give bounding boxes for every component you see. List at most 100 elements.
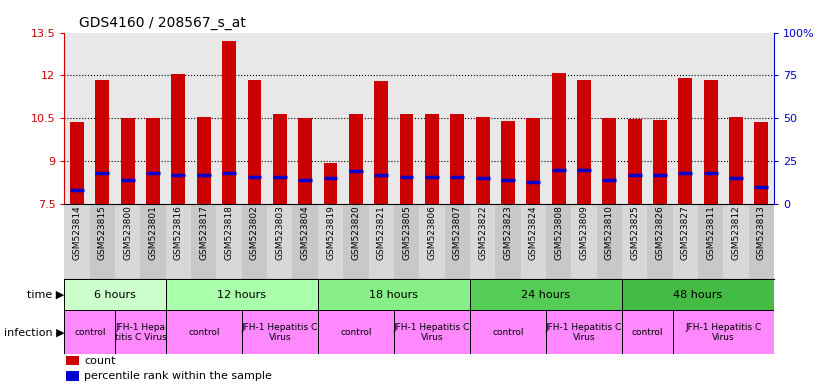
Bar bbox=[318, 310, 394, 354]
Text: GSM523803: GSM523803 bbox=[275, 205, 284, 260]
Bar bbox=[166, 279, 318, 310]
Bar bbox=[191, 204, 216, 279]
Bar bbox=[242, 310, 318, 354]
Text: GSM523826: GSM523826 bbox=[655, 205, 664, 260]
Bar bbox=[520, 204, 546, 279]
Text: GSM523823: GSM523823 bbox=[503, 205, 512, 260]
Text: 18 hours: 18 hours bbox=[369, 290, 418, 300]
Text: infection ▶: infection ▶ bbox=[4, 327, 64, 338]
Bar bbox=[470, 310, 546, 354]
Bar bbox=[394, 204, 420, 279]
Bar bbox=[444, 204, 470, 279]
Bar bbox=[242, 204, 267, 279]
Text: GSM523802: GSM523802 bbox=[250, 205, 259, 260]
Text: control: control bbox=[632, 328, 663, 337]
Bar bbox=[470, 204, 496, 279]
Bar bbox=[343, 204, 368, 279]
Bar bbox=[273, 114, 287, 204]
Text: JFH-1 Hepa
titis C Virus: JFH-1 Hepa titis C Virus bbox=[115, 323, 166, 342]
Text: time ▶: time ▶ bbox=[27, 290, 64, 300]
Bar bbox=[476, 117, 490, 204]
Bar bbox=[672, 204, 698, 279]
Text: GSM523816: GSM523816 bbox=[174, 205, 183, 260]
Bar bbox=[425, 114, 439, 204]
Bar bbox=[672, 310, 774, 354]
Bar bbox=[146, 118, 160, 204]
Text: GSM523805: GSM523805 bbox=[402, 205, 411, 260]
Text: GSM523827: GSM523827 bbox=[681, 205, 690, 260]
Bar bbox=[577, 80, 591, 204]
Text: GSM523804: GSM523804 bbox=[301, 205, 310, 260]
Bar bbox=[622, 204, 648, 279]
Text: GSM523812: GSM523812 bbox=[732, 205, 740, 260]
Text: JFH-1 Hepatitis C
Virus: JFH-1 Hepatitis C Virus bbox=[242, 323, 318, 342]
Bar bbox=[394, 310, 470, 354]
Text: GDS4160 / 208567_s_at: GDS4160 / 208567_s_at bbox=[78, 16, 245, 30]
Bar bbox=[292, 204, 318, 279]
Text: 24 hours: 24 hours bbox=[521, 290, 571, 300]
Text: GSM523813: GSM523813 bbox=[757, 205, 766, 260]
Bar bbox=[140, 204, 166, 279]
Bar bbox=[552, 73, 566, 204]
Bar bbox=[596, 204, 622, 279]
Bar bbox=[648, 204, 672, 279]
Text: percentile rank within the sample: percentile rank within the sample bbox=[84, 371, 273, 381]
Bar bbox=[222, 41, 236, 204]
Bar bbox=[324, 162, 338, 204]
Text: control: control bbox=[188, 328, 220, 337]
Bar bbox=[318, 204, 343, 279]
Bar bbox=[90, 204, 115, 279]
Bar bbox=[420, 204, 444, 279]
Bar bbox=[64, 310, 115, 354]
Bar bbox=[349, 114, 363, 204]
Bar bbox=[166, 310, 242, 354]
Bar bbox=[602, 118, 616, 204]
Text: GSM523801: GSM523801 bbox=[149, 205, 158, 260]
Text: GSM523822: GSM523822 bbox=[478, 205, 487, 260]
Bar bbox=[374, 81, 388, 204]
Text: JFH-1 Hepatitis C
Virus: JFH-1 Hepatitis C Virus bbox=[546, 323, 622, 342]
Bar bbox=[450, 114, 464, 204]
Text: GSM523818: GSM523818 bbox=[225, 205, 234, 260]
Bar bbox=[496, 204, 520, 279]
Bar bbox=[166, 204, 191, 279]
Text: GSM523820: GSM523820 bbox=[351, 205, 360, 260]
Bar bbox=[622, 310, 672, 354]
Bar bbox=[678, 78, 692, 204]
Bar bbox=[318, 279, 470, 310]
Bar bbox=[121, 118, 135, 204]
Bar bbox=[66, 371, 78, 381]
Bar bbox=[729, 117, 743, 204]
Text: GSM523807: GSM523807 bbox=[453, 205, 462, 260]
Text: count: count bbox=[84, 356, 116, 366]
Text: 48 hours: 48 hours bbox=[673, 290, 723, 300]
Text: GSM523810: GSM523810 bbox=[605, 205, 614, 260]
Bar bbox=[368, 204, 394, 279]
Bar bbox=[754, 122, 768, 204]
Text: GSM523811: GSM523811 bbox=[706, 205, 715, 260]
Text: JFH-1 Hepatitis C
Virus: JFH-1 Hepatitis C Virus bbox=[394, 323, 470, 342]
Text: GSM523815: GSM523815 bbox=[98, 205, 107, 260]
Bar bbox=[653, 120, 667, 204]
Text: GSM523814: GSM523814 bbox=[73, 205, 82, 260]
Bar bbox=[64, 204, 90, 279]
Bar bbox=[64, 279, 166, 310]
Bar bbox=[572, 204, 596, 279]
Bar bbox=[400, 114, 414, 204]
Text: GSM523824: GSM523824 bbox=[529, 205, 538, 260]
Bar bbox=[501, 121, 515, 204]
Text: JFH-1 Hepatitis C
Virus: JFH-1 Hepatitis C Virus bbox=[685, 323, 762, 342]
Text: GSM523809: GSM523809 bbox=[579, 205, 588, 260]
Text: GSM523821: GSM523821 bbox=[377, 205, 386, 260]
Bar bbox=[115, 204, 140, 279]
Bar bbox=[248, 80, 262, 204]
Text: GSM523806: GSM523806 bbox=[427, 205, 436, 260]
Text: 6 hours: 6 hours bbox=[94, 290, 136, 300]
Text: control: control bbox=[340, 328, 372, 337]
Bar bbox=[298, 118, 312, 204]
Text: control: control bbox=[74, 328, 106, 337]
Bar bbox=[66, 356, 78, 366]
Bar bbox=[267, 204, 292, 279]
Text: GSM523817: GSM523817 bbox=[199, 205, 208, 260]
Bar bbox=[724, 204, 748, 279]
